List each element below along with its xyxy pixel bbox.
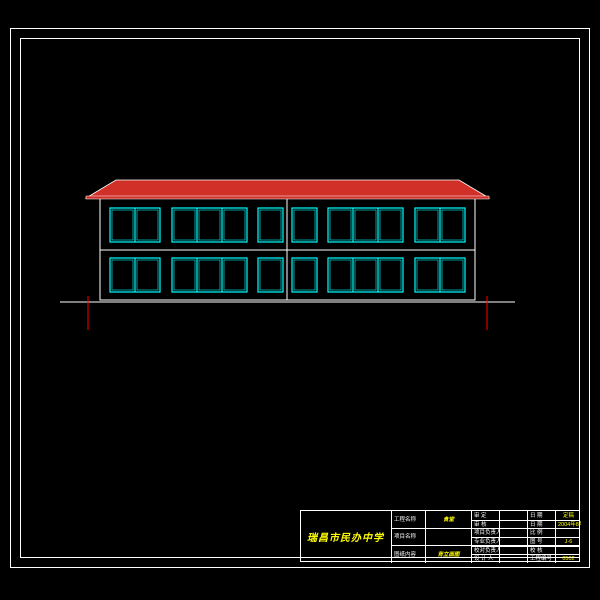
tb-value <box>425 528 471 545</box>
title-block-grid: 工程名称食堂项目名称图纸内容背立面图审 定日 期定稿审 核日 期2004年8月项… <box>391 511 579 561</box>
tb-value <box>499 528 527 537</box>
tb-value: 0502 <box>555 554 581 563</box>
tb-label: 工程编号 <box>527 554 555 563</box>
tb-value <box>499 511 527 520</box>
tb-label: 项目名称 <box>391 528 425 545</box>
tb-label: 工程名称 <box>391 511 425 528</box>
tb-value <box>555 546 581 555</box>
tb-label: 比 例 <box>527 528 555 537</box>
tb-value: 2004年8月 <box>555 520 581 529</box>
tb-label: 审 核 <box>471 520 499 529</box>
organization-name: 瑞昌市民办中学 <box>307 529 384 544</box>
tb-label: 专业负责人 <box>471 537 499 546</box>
tb-label: 图纸内容 <box>391 546 425 563</box>
tb-value: 背立面图 <box>425 546 471 563</box>
tb-label: 审 定 <box>471 511 499 520</box>
tb-label: 校 核 <box>527 546 555 555</box>
tb-label: 图 号 <box>527 537 555 546</box>
tb-value <box>499 520 527 529</box>
tb-value: 定稿 <box>555 511 581 520</box>
tb-value <box>555 528 581 537</box>
tb-value: J-6 <box>555 537 581 546</box>
tb-label: 校对负责人 <box>471 546 499 555</box>
tb-label: 项目负责人 <box>471 528 499 537</box>
tb-label: 日 期 <box>527 511 555 520</box>
tb-value <box>499 546 527 555</box>
tb-label: 设 计 人 <box>471 554 499 563</box>
tb-value: 食堂 <box>425 511 471 528</box>
title-block: 瑞昌市民办中学 工程名称食堂项目名称图纸内容背立面图审 定日 期定稿审 核日 期… <box>300 510 580 562</box>
tb-value <box>499 554 527 563</box>
tb-label: 日 期 <box>527 520 555 529</box>
tb-value <box>499 537 527 546</box>
